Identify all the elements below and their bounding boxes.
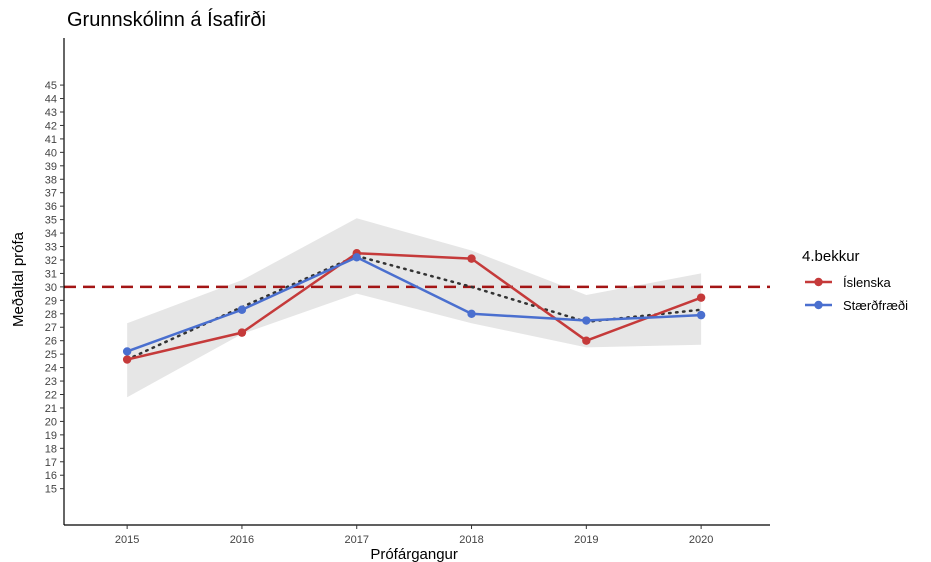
y-tick-label: 20 xyxy=(45,416,57,428)
y-axis-title: Meðaltal prófa xyxy=(10,231,27,327)
y-tick-label: 41 xyxy=(45,134,57,146)
y-tick-label: 42 xyxy=(45,120,57,132)
y-tick-label: 22 xyxy=(45,390,57,402)
data-point-staerdfraedi-2015 xyxy=(122,347,132,356)
y-tick-label: 43 xyxy=(45,107,57,119)
y-tick-label: 21 xyxy=(45,403,57,415)
y-tick-label: 29 xyxy=(45,295,57,307)
x-tick-label: 2015 xyxy=(115,534,139,546)
y-tick-label: 36 xyxy=(45,201,57,213)
y-tick-label: 44 xyxy=(45,94,57,106)
y-tick-label: 40 xyxy=(45,147,57,159)
legend-label-staerdfraedi: Stærðfræði xyxy=(843,298,908,313)
y-tick-label: 45 xyxy=(45,80,57,92)
data-point-islenska-2020 xyxy=(696,293,706,302)
data-point-staerdfraedi-2018 xyxy=(467,309,476,318)
x-tick-label: 2017 xyxy=(344,534,368,546)
x-tick-label: 2019 xyxy=(574,534,598,546)
legend-title: 4.bekkur xyxy=(802,248,860,265)
y-tick-label: 28 xyxy=(45,309,57,321)
y-tick-label: 30 xyxy=(45,282,57,294)
y-tick-label: 19 xyxy=(45,430,57,442)
y-tick-label: 33 xyxy=(45,242,57,254)
series-line-islenska xyxy=(126,251,702,361)
y-tick-label: 24 xyxy=(45,363,57,375)
y-tick-label: 18 xyxy=(45,443,57,455)
y-tick-label: 38 xyxy=(45,174,57,186)
chart-title: Grunnskólinn á Ísafirði xyxy=(67,8,266,31)
legend: 4.bekkur Íslenska Stærðfræði xyxy=(802,248,908,313)
data-point-islenska-2015 xyxy=(122,355,132,364)
data-point-staerdfraedi-2019 xyxy=(582,316,591,325)
x-tick-label: 2020 xyxy=(689,534,713,546)
y-tick-label: 37 xyxy=(45,188,57,200)
confidence-band-layer xyxy=(127,218,702,398)
legend-label-islenska: Íslenska xyxy=(843,275,891,290)
data-point-islenska-2018 xyxy=(467,254,476,263)
legend-key-point-islenska xyxy=(814,277,823,287)
x-tick-label: 2016 xyxy=(230,534,254,546)
data-point-staerdfraedi-2017 xyxy=(352,253,361,262)
y-tick-label: 35 xyxy=(45,215,57,227)
y-tick-label: 23 xyxy=(45,376,57,388)
y-tick-label: 34 xyxy=(45,228,57,240)
y-tick-label: 25 xyxy=(45,349,57,361)
series-line-staerdfraedi xyxy=(126,256,702,353)
legend-key-point-staerdfraedi xyxy=(814,300,823,310)
y-tick-label: 31 xyxy=(45,268,57,280)
y-tick-label: 39 xyxy=(45,161,57,173)
x-axis-title: Prófárgangur xyxy=(370,546,458,562)
y-tick-label: 32 xyxy=(45,255,57,267)
y-tick-label: 27 xyxy=(45,322,57,334)
series-layer xyxy=(122,249,706,364)
y-tick-label: 15 xyxy=(45,484,57,496)
data-point-staerdfraedi-2016 xyxy=(237,305,247,314)
data-point-islenska-2019 xyxy=(582,336,591,345)
data-point-staerdfraedi-2020 xyxy=(696,310,706,320)
confidence-band xyxy=(127,218,702,398)
y-tick-label: 17 xyxy=(45,457,57,469)
y-tick-label: 26 xyxy=(45,336,57,348)
x-tick-label: 2018 xyxy=(459,534,483,546)
y-tick-label: 16 xyxy=(45,470,57,482)
data-point-islenska-2016 xyxy=(237,328,247,337)
